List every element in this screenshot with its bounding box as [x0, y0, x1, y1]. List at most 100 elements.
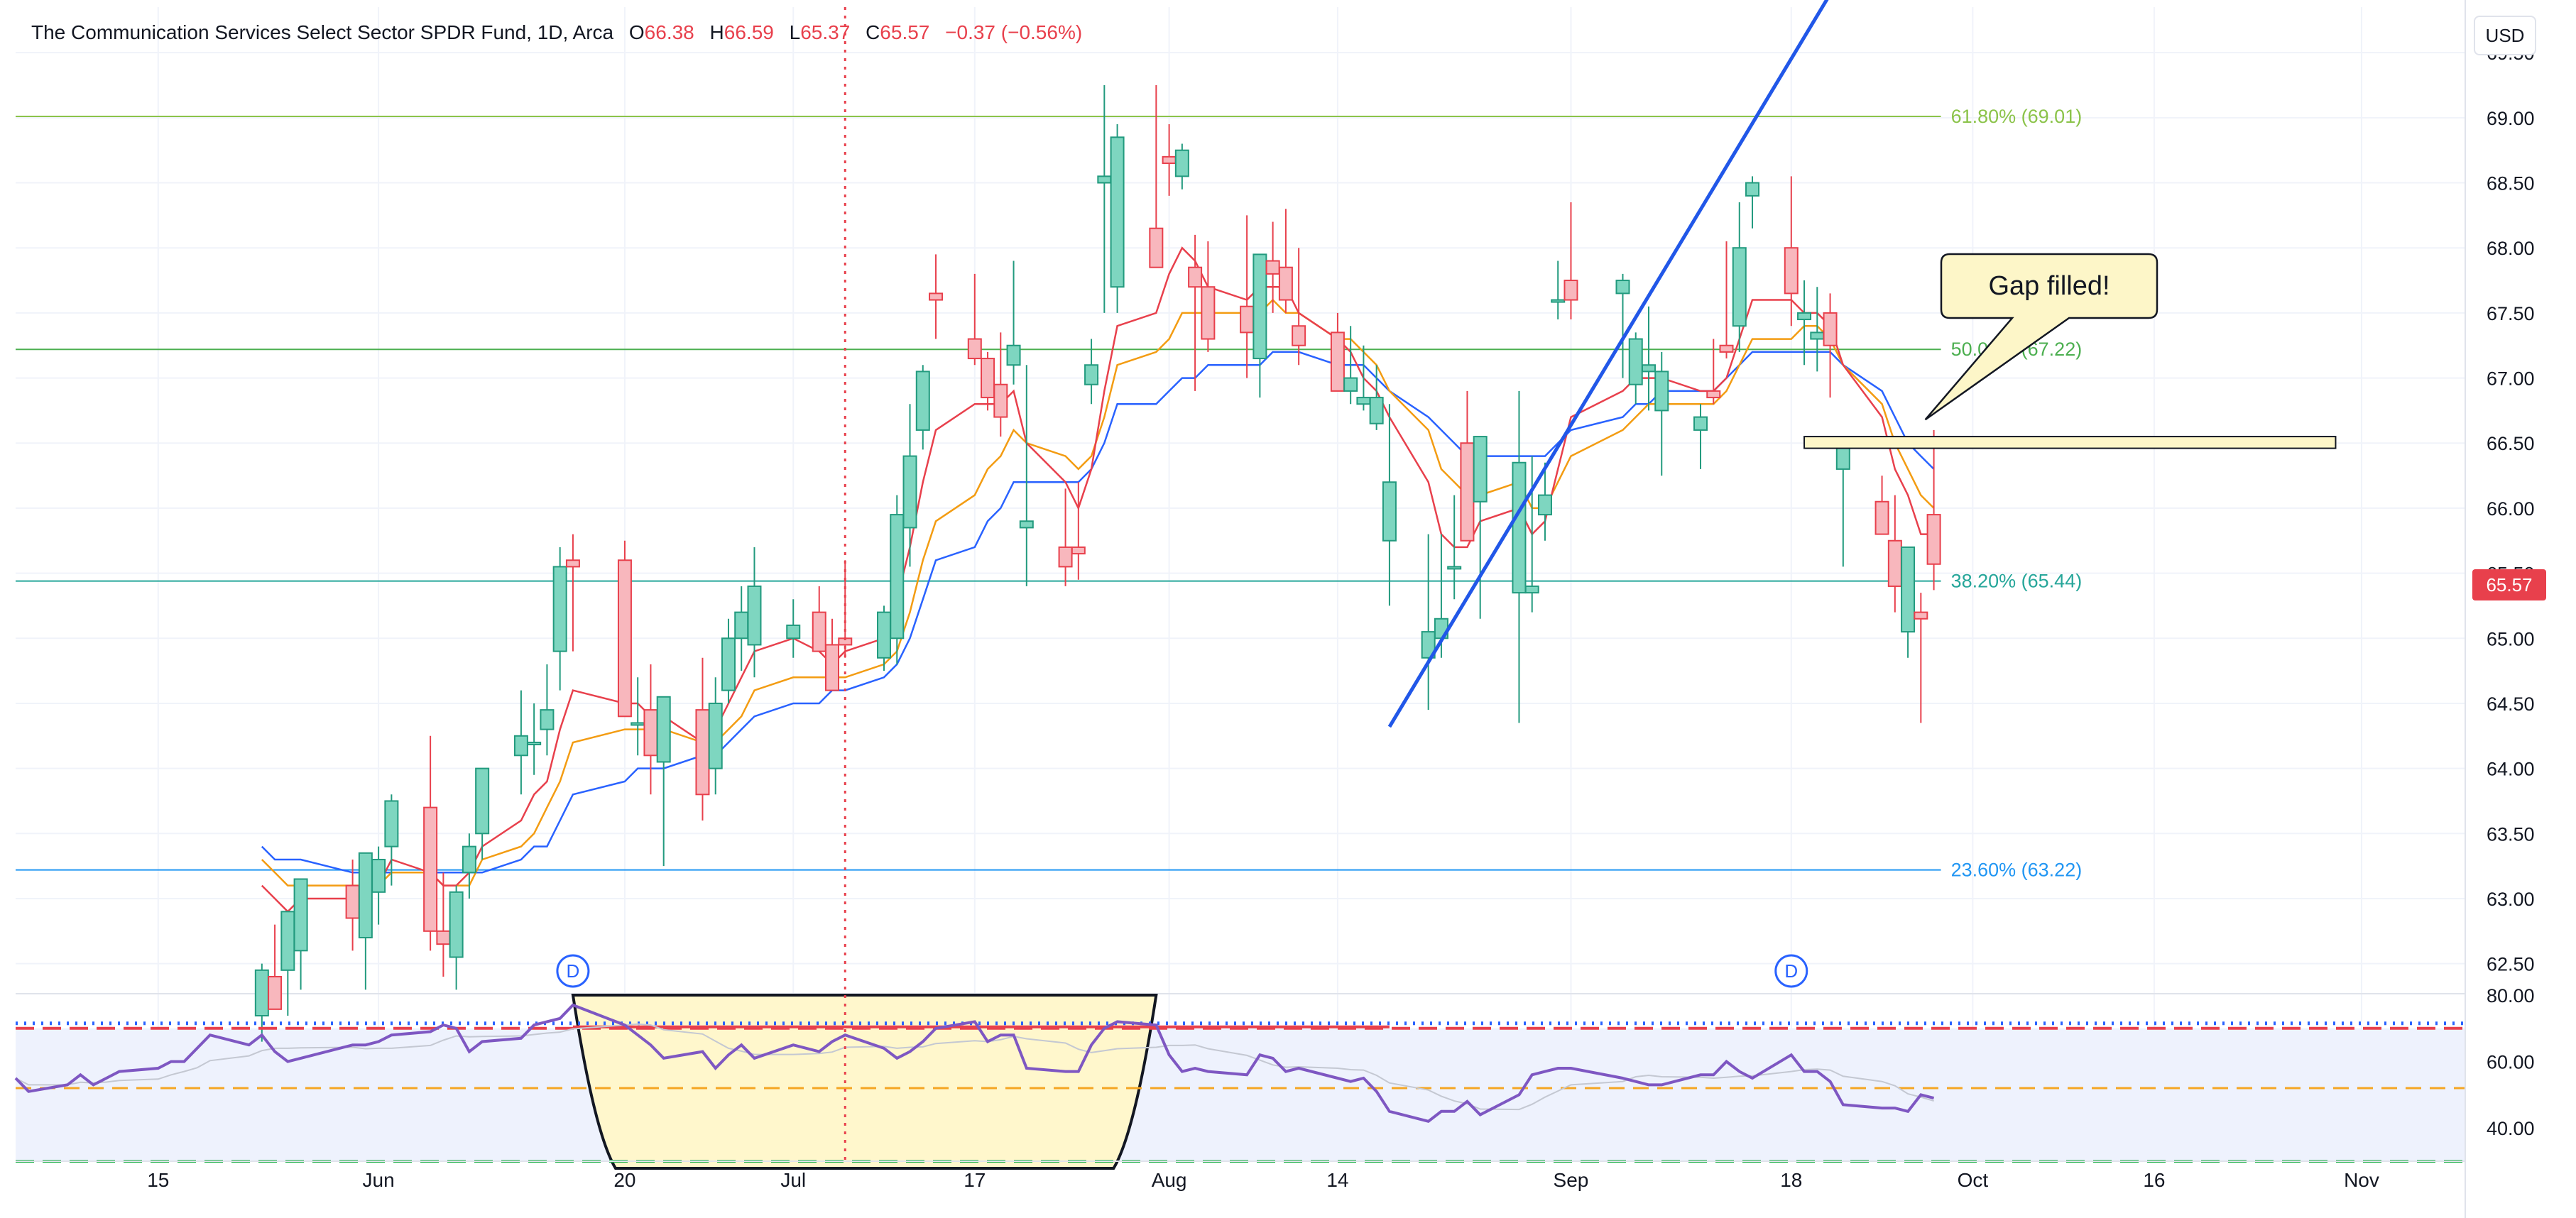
candle-body	[1784, 247, 1799, 295]
legend-low-label: L	[789, 21, 801, 43]
fib-label: 38.20% (65.44)	[1951, 571, 2083, 592]
candle	[1369, 365, 1384, 430]
candle	[280, 911, 295, 1016]
legend-high: 66.59	[724, 21, 774, 43]
candle	[1421, 534, 1436, 710]
candle	[1719, 241, 1734, 359]
candle	[747, 547, 762, 678]
candle	[1110, 124, 1125, 313]
candle-body	[254, 969, 269, 1017]
candle	[1097, 85, 1112, 313]
gap-zone	[1803, 436, 2337, 449]
candle-body	[540, 709, 555, 730]
candle	[929, 254, 944, 339]
candle	[1252, 253, 1267, 398]
candle-body	[1628, 338, 1643, 385]
last-price-label: 65.57	[2472, 569, 2546, 600]
candle	[475, 767, 490, 860]
dividend-marker	[556, 954, 590, 988]
candle	[1006, 260, 1021, 385]
candle	[462, 833, 476, 899]
currency-button[interactable]: USD	[2474, 16, 2536, 55]
candle-body	[1914, 611, 1928, 620]
price-tick-label: 66.00	[2487, 498, 2535, 520]
time-tick-label: 16	[2143, 1169, 2165, 1191]
candle-body	[1292, 325, 1306, 346]
candle	[1149, 85, 1164, 268]
candle-body	[967, 338, 982, 360]
candle-body	[1278, 266, 1293, 301]
candle	[967, 273, 982, 366]
candle-body	[1810, 331, 1825, 340]
candle-body	[1006, 344, 1021, 366]
candle	[708, 677, 723, 795]
price-tick-label: 63.50	[2487, 823, 2535, 845]
candle	[1835, 442, 1850, 567]
candle	[1162, 124, 1177, 196]
candle-body	[1149, 227, 1164, 268]
candle	[890, 495, 905, 664]
candle-body	[825, 644, 839, 691]
candle-body	[1252, 253, 1267, 360]
candle-body	[915, 371, 930, 431]
candle-body	[1642, 364, 1656, 373]
candle-body	[1563, 280, 1578, 301]
candle	[1343, 326, 1358, 405]
candle	[384, 794, 399, 886]
candle	[1628, 332, 1643, 405]
candle	[656, 696, 671, 867]
candle-body	[721, 637, 736, 691]
candle	[643, 664, 658, 795]
candle	[1797, 280, 1812, 366]
candle-body	[268, 975, 283, 1010]
candle	[1019, 365, 1034, 586]
time-tick-label: Oct	[1958, 1169, 1989, 1191]
candle-body	[890, 514, 905, 640]
legend-open: 66.38	[644, 21, 694, 43]
grid	[16, 7, 2465, 1161]
candle-body	[929, 292, 944, 301]
candle	[436, 872, 451, 977]
candle-body	[1537, 494, 1552, 516]
candle-body	[1201, 286, 1216, 340]
candle-body	[1019, 520, 1034, 529]
time-tick-label: 20	[613, 1169, 635, 1191]
candle	[293, 878, 308, 990]
moving-averages	[261, 246, 1935, 914]
candle	[1201, 241, 1216, 352]
candle-body	[1654, 371, 1669, 412]
candle	[1551, 260, 1566, 320]
candle	[1460, 390, 1475, 542]
ema-fast-line	[261, 246, 1934, 914]
rsi-line	[14, 1003, 1935, 1123]
candle-body	[1110, 136, 1125, 288]
price-tick-label: 64.00	[2487, 759, 2535, 780]
candle-body	[1421, 631, 1436, 659]
candle-body	[1473, 436, 1488, 503]
candle	[1084, 339, 1099, 405]
candle	[527, 703, 542, 775]
candle	[423, 735, 438, 951]
time-tick-label: Jun	[363, 1169, 395, 1191]
candle-body	[436, 930, 451, 945]
candle	[1524, 456, 1539, 613]
candle-body	[1356, 397, 1371, 405]
candle	[1537, 462, 1552, 541]
fib-retracement: 61.80% (69.01)50.00% (67.22)38.20% (65.4…	[16, 106, 2082, 881]
candle	[1615, 273, 1630, 378]
candle	[1382, 404, 1397, 606]
rsi-highlight-zone	[571, 994, 1158, 1170]
price-tick-label: 64.50	[2487, 693, 2535, 715]
candle	[1732, 202, 1747, 352]
candle-body	[643, 709, 658, 757]
candle-body	[1097, 175, 1112, 184]
candle-body	[280, 911, 295, 971]
price-tick-label: 62.50	[2487, 954, 2535, 975]
chart-legend: The Communication Services Select Sector…	[31, 21, 1082, 44]
candle-body	[1512, 461, 1527, 594]
price-tick-label: 66.50	[2487, 433, 2535, 454]
candle	[1914, 593, 1928, 723]
candle	[1706, 339, 1721, 405]
candle	[631, 677, 645, 756]
